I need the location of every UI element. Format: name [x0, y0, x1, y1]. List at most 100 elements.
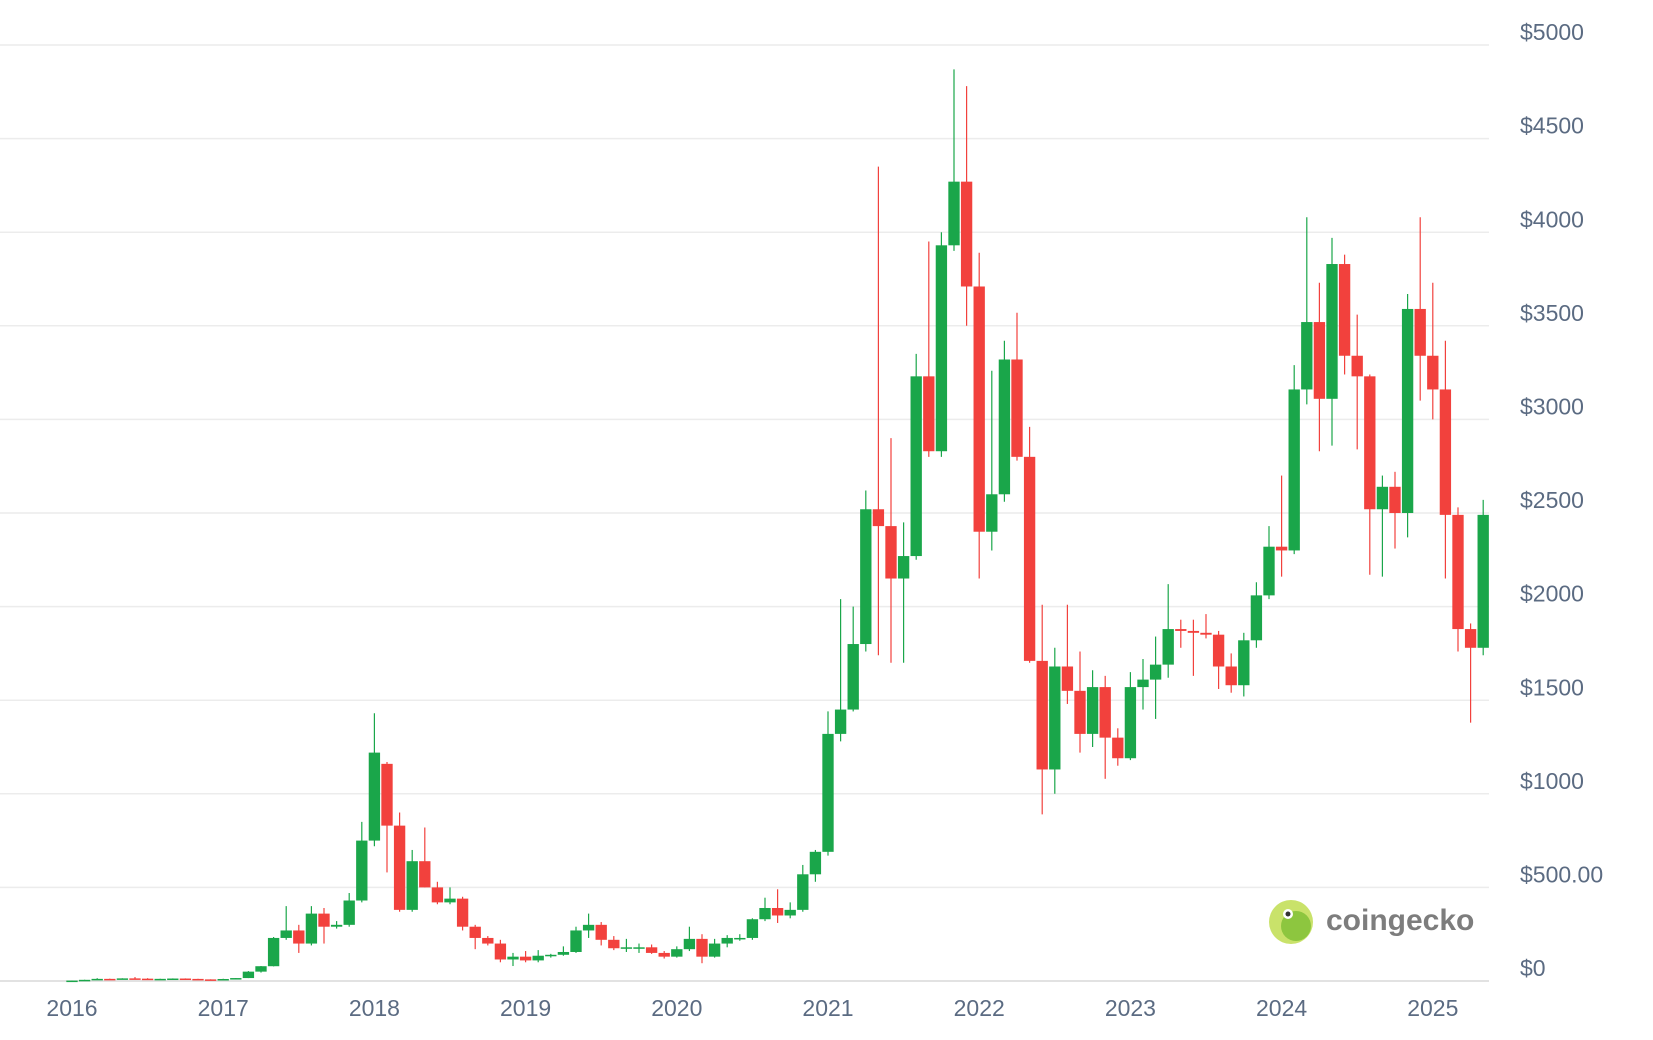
candle-body — [1099, 687, 1111, 738]
candle-body — [78, 979, 91, 982]
y-tick-label: $0 — [1520, 955, 1546, 981]
candle-body — [1061, 666, 1074, 691]
x-tick-label: 2024 — [1256, 995, 1307, 1021]
y-tick-label: $500.00 — [1520, 861, 1603, 887]
candle-body — [645, 947, 658, 953]
candle-body — [1200, 632, 1212, 635]
y-tick-label: $1500 — [1520, 674, 1584, 700]
candle-body — [104, 978, 116, 981]
candle-body — [242, 971, 255, 979]
candle-body — [797, 874, 809, 910]
y-tick-label: $2000 — [1520, 581, 1584, 607]
y-tick-label: $2500 — [1520, 487, 1584, 513]
candle-body — [1389, 486, 1401, 513]
candle-body — [633, 947, 645, 949]
watermark: coingecko — [1326, 904, 1474, 937]
candle-body — [986, 494, 998, 532]
candle-body — [1011, 359, 1023, 457]
x-tick-label: 2022 — [954, 995, 1005, 1021]
x-tick-label: 2017 — [198, 995, 249, 1021]
candle-body — [305, 913, 318, 944]
x-tick-label: 2025 — [1407, 995, 1458, 1021]
candle-body — [998, 359, 1011, 495]
candle-body — [759, 907, 771, 920]
candle-body — [167, 978, 179, 981]
candle-body — [368, 752, 381, 841]
candle-body — [330, 924, 343, 927]
candle-body — [960, 181, 973, 287]
candle-body — [608, 939, 620, 949]
candle-body — [620, 947, 633, 949]
candle-body — [557, 951, 570, 955]
y-tick-label: $1000 — [1520, 768, 1584, 794]
candle-body — [1112, 737, 1124, 759]
x-tick-label: 2019 — [500, 995, 551, 1021]
candle-body — [1086, 687, 1099, 734]
candle-body — [91, 978, 103, 981]
candle-body — [1414, 308, 1426, 356]
candle-body — [1338, 264, 1351, 356]
y-tick-label: $5000 — [1520, 19, 1584, 45]
candle-body — [1212, 634, 1225, 667]
candle-body — [696, 938, 708, 957]
candle-body — [658, 952, 670, 957]
candle-body — [1049, 666, 1061, 770]
candle-body — [116, 978, 129, 980]
candle-body — [393, 825, 406, 910]
candle-body — [973, 286, 985, 532]
candle-body — [1313, 322, 1326, 399]
candle-body — [1074, 690, 1086, 734]
candle-body — [1452, 514, 1464, 630]
candle-body — [267, 937, 280, 967]
candle-body — [1401, 308, 1414, 513]
candle-body — [746, 919, 759, 938]
candle-body — [381, 763, 393, 826]
candle-body — [771, 907, 784, 916]
candle-body — [532, 955, 544, 961]
candle-body — [204, 979, 217, 981]
candle-body — [897, 556, 910, 579]
candle-body — [1124, 687, 1137, 759]
candle-body — [141, 978, 154, 981]
candle-body — [66, 980, 78, 983]
candle-body — [860, 509, 872, 645]
candle-body — [595, 924, 607, 940]
candle-body — [406, 861, 418, 910]
candle-body — [721, 937, 733, 944]
candle-body — [708, 943, 721, 957]
candle-body — [1225, 666, 1237, 686]
watermark-logo — [1269, 900, 1313, 944]
candle-body — [683, 938, 696, 950]
candle-body — [1238, 640, 1250, 686]
candle-body — [1149, 664, 1162, 680]
x-tick-label: 2018 — [349, 995, 400, 1021]
candle-body — [343, 900, 355, 925]
candle-body — [834, 709, 847, 734]
candle-body — [1162, 629, 1174, 665]
candle-body — [822, 733, 834, 852]
candle-body — [179, 978, 192, 981]
candle-body — [545, 954, 557, 957]
candle-body — [1301, 322, 1313, 390]
candle-body — [129, 978, 141, 980]
candle-body — [1036, 660, 1048, 770]
candle-body — [784, 909, 796, 916]
candle-body — [948, 181, 960, 246]
candle-body — [1175, 629, 1187, 631]
candle-body — [1275, 546, 1288, 551]
candle-body — [230, 978, 242, 980]
candle-body — [1023, 456, 1036, 661]
candle-body — [1364, 376, 1376, 510]
candle-body — [507, 956, 519, 960]
candle-body — [280, 930, 292, 938]
candle-body — [217, 978, 229, 981]
candle-body — [671, 949, 683, 957]
candle-body — [935, 245, 948, 452]
candle-body — [154, 978, 166, 981]
candle-body — [1376, 486, 1389, 510]
candle-body — [1137, 679, 1149, 688]
candle-body — [1351, 355, 1363, 377]
x-tick-label: 2023 — [1105, 995, 1156, 1021]
y-tick-label: $3500 — [1520, 300, 1584, 326]
